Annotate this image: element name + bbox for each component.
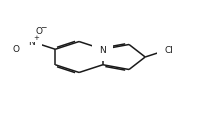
Text: Cl: Cl [164, 45, 173, 54]
Text: O: O [12, 45, 19, 54]
Text: N: N [28, 38, 35, 47]
Text: +: + [33, 35, 39, 41]
Text: −: − [40, 23, 46, 32]
Text: O: O [35, 27, 42, 36]
Text: N: N [99, 45, 106, 54]
